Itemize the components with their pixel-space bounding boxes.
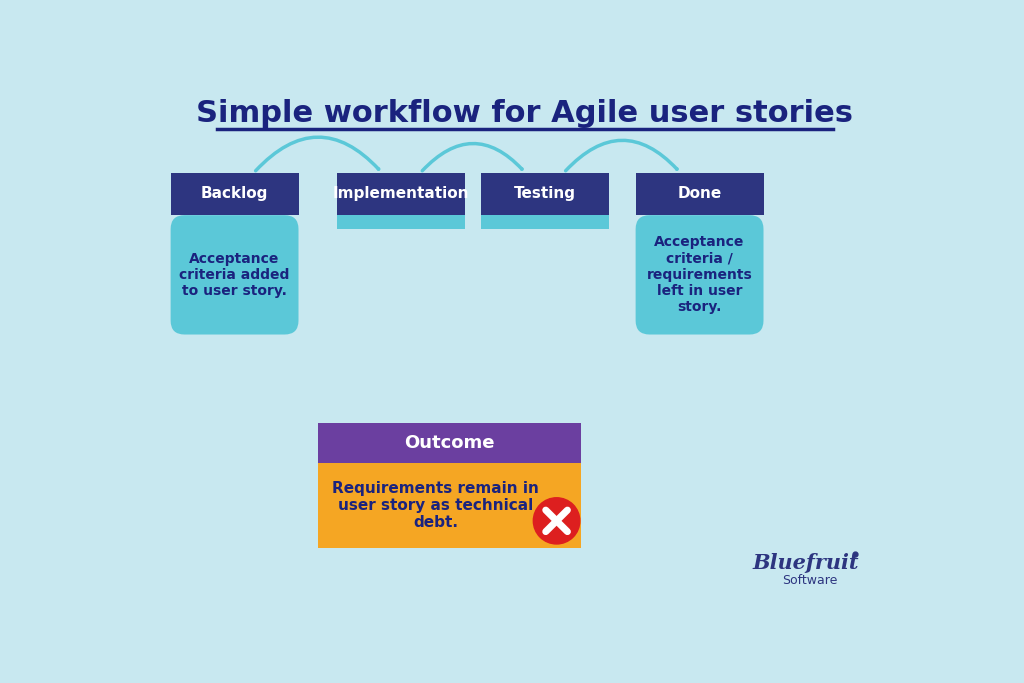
Text: Simple workflow for Agile user stories: Simple workflow for Agile user stories xyxy=(197,99,853,128)
Text: Requirements remain in
user story as technical
debt.: Requirements remain in user story as tec… xyxy=(332,481,539,531)
Text: Bluefruit: Bluefruit xyxy=(753,553,859,573)
FancyBboxPatch shape xyxy=(636,173,764,215)
Text: Acceptance
criteria /
requirements
left in user
story.: Acceptance criteria / requirements left … xyxy=(647,236,753,314)
Text: Outcome: Outcome xyxy=(404,434,495,452)
FancyBboxPatch shape xyxy=(171,173,299,215)
Text: Implementation: Implementation xyxy=(333,186,469,201)
FancyArrowPatch shape xyxy=(256,137,379,171)
Text: Backlog: Backlog xyxy=(201,186,268,201)
FancyBboxPatch shape xyxy=(317,423,582,463)
FancyBboxPatch shape xyxy=(317,463,582,548)
FancyBboxPatch shape xyxy=(337,215,465,229)
Circle shape xyxy=(534,498,580,544)
FancyBboxPatch shape xyxy=(337,173,465,215)
Text: Acceptance
criteria added
to user story.: Acceptance criteria added to user story. xyxy=(179,251,290,298)
FancyArrowPatch shape xyxy=(422,143,522,171)
Text: Software: Software xyxy=(782,574,838,587)
FancyBboxPatch shape xyxy=(480,215,608,229)
FancyBboxPatch shape xyxy=(636,215,764,335)
FancyBboxPatch shape xyxy=(480,173,608,215)
Text: Done: Done xyxy=(678,186,722,201)
FancyArrowPatch shape xyxy=(565,140,677,171)
FancyBboxPatch shape xyxy=(171,215,299,335)
Text: Testing: Testing xyxy=(514,186,575,201)
